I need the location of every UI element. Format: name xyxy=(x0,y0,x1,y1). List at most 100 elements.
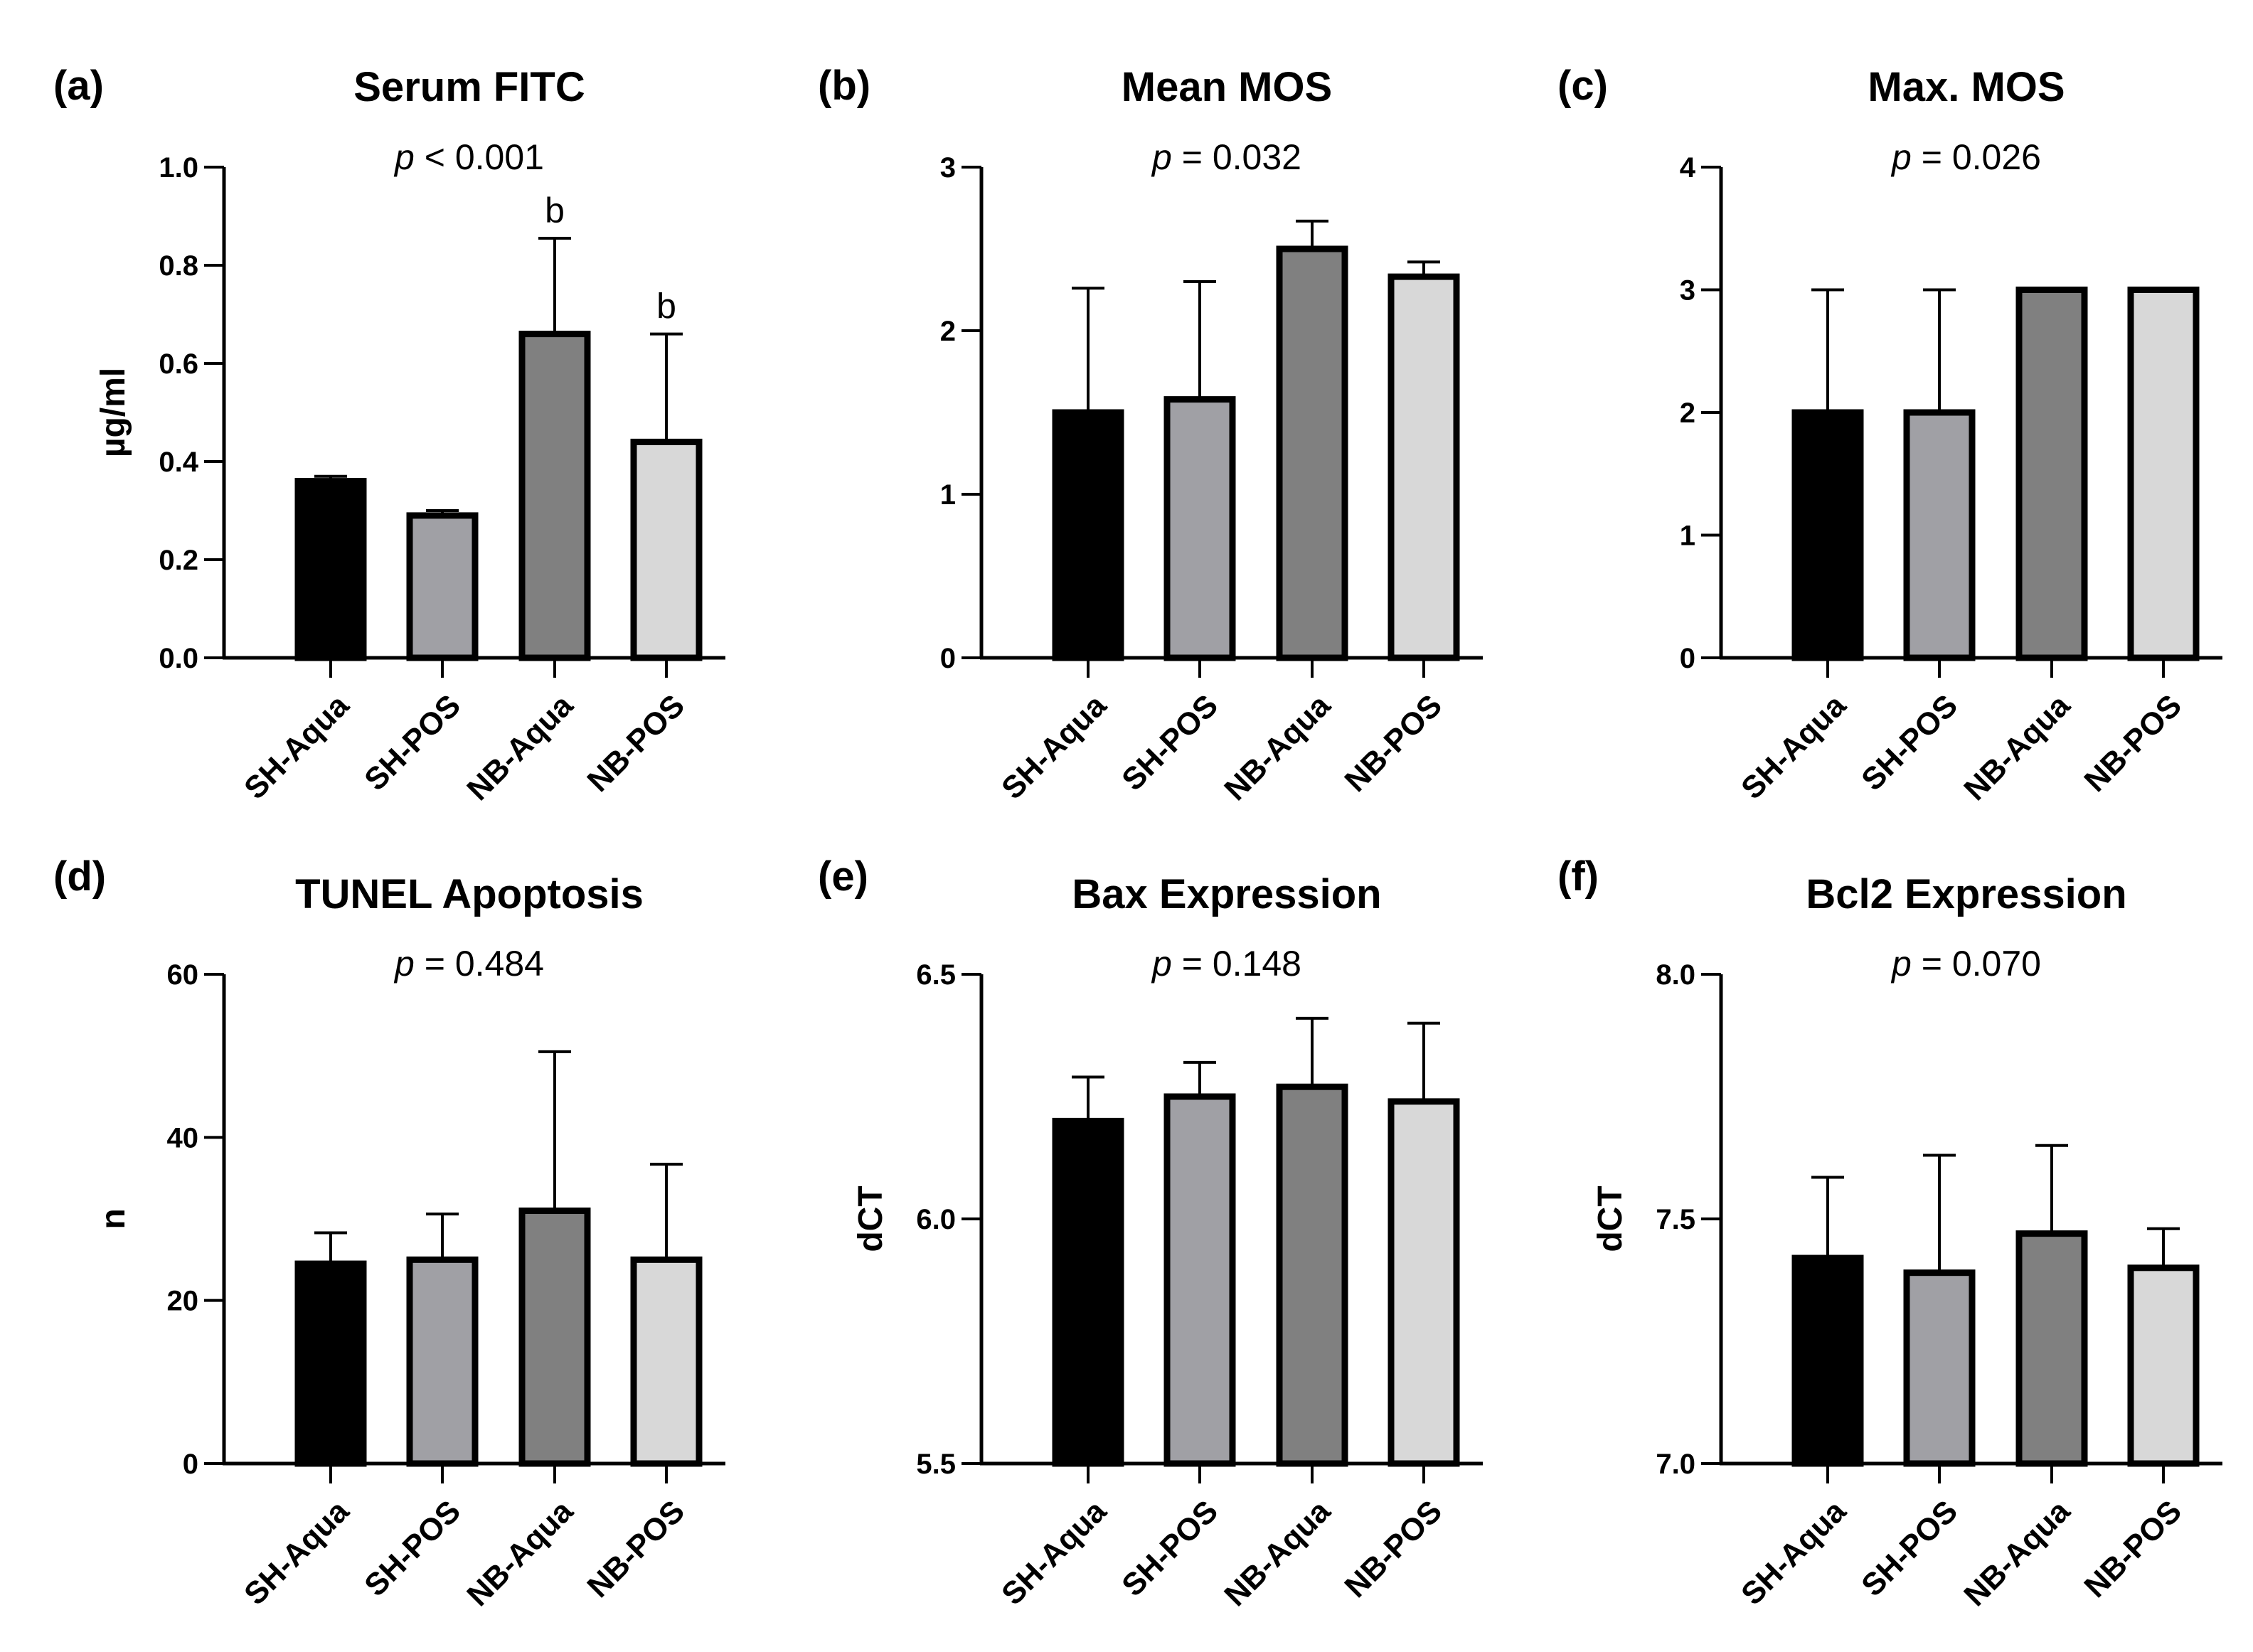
p-value-text: = 0.026 xyxy=(1912,137,2041,177)
chart-panel-c: (c) Max. MOS p = 0.026 SH-Aqua SH-POSNB-Aqua… xyxy=(1557,63,2222,807)
bar xyxy=(2015,287,2088,661)
y-tick-label: 0 xyxy=(183,1449,198,1480)
y-tick-label: 3 xyxy=(1680,275,1695,307)
x-tick-label: NB-POS xyxy=(580,1493,691,1604)
chart-title: Serum FITC xyxy=(353,64,585,110)
p-symbol: p xyxy=(1151,137,1172,177)
bar xyxy=(518,1208,591,1467)
chart-panel-b: (b) Mean MOS p = 0.032 SH-Aqua SH-POSNB-Aqua… xyxy=(818,63,1483,807)
chart-title: TUNEL Apoptosis xyxy=(295,871,644,917)
x-tick-label: NB-Aqua xyxy=(1957,688,2077,807)
p-symbol: p xyxy=(393,944,415,984)
x-tick-label: SH-POS xyxy=(1855,688,1964,797)
y-tick-label: 6.5 xyxy=(916,959,956,991)
y-tick-label: 3 xyxy=(940,152,956,183)
x-tick-label: NB-POS xyxy=(1338,688,1449,799)
bar xyxy=(2015,1230,2088,1467)
chart-title: Bcl2 Expression xyxy=(1806,871,2126,917)
x-tick-label: NB-POS xyxy=(580,688,691,799)
y-tick-label: 7.0 xyxy=(1656,1449,1695,1480)
bar xyxy=(294,478,367,661)
y-tick-label: 0.0 xyxy=(159,643,198,674)
bar xyxy=(1791,409,1864,661)
y-tick-label: 2 xyxy=(1680,398,1695,429)
chart-title: Mean MOS xyxy=(1122,64,1333,110)
y-tick-label: 1 xyxy=(940,479,956,511)
significance-label: b xyxy=(656,287,676,326)
y-tick-label: 5.5 xyxy=(916,1449,956,1480)
bar xyxy=(1163,1093,1236,1467)
panel-letter: (a) xyxy=(53,63,104,109)
panel-letter: (d) xyxy=(53,853,106,900)
y-tick-label: 0.6 xyxy=(159,348,198,380)
p-value: p = 0.026 xyxy=(1890,137,2041,177)
y-tick-label: 20 xyxy=(167,1286,199,1317)
x-tick-label: NB-Aqua xyxy=(1218,688,1337,807)
bar xyxy=(630,1256,703,1467)
y-tick-label: 2 xyxy=(940,316,956,347)
x-tick-label: SH-Aqua xyxy=(1735,688,1853,806)
y-tick-label: 4 xyxy=(1680,152,1696,183)
y-tick-label: 0.2 xyxy=(159,545,198,576)
x-tick-label: SH-POS xyxy=(1115,688,1225,797)
bar xyxy=(294,1260,367,1467)
x-tick-label: SH-Aqua xyxy=(995,688,1113,806)
bar xyxy=(2127,1264,2200,1467)
bar xyxy=(1903,409,1976,661)
p-value-text: < 0.001 xyxy=(415,137,544,177)
x-tick-label: SH-Aqua xyxy=(1735,1493,1853,1611)
p-value: p = 0.032 xyxy=(1151,137,1301,177)
p-symbol: p xyxy=(393,137,415,177)
y-tick-label: 1 xyxy=(1680,521,1695,552)
y-tick-label: 0.8 xyxy=(159,250,198,282)
y-tick-label: 1.0 xyxy=(159,152,198,183)
p-value-text: = 0.032 xyxy=(1172,137,1301,177)
bar xyxy=(1163,396,1236,661)
p-symbol: p xyxy=(1151,944,1172,984)
x-tick-label: SH-Aqua xyxy=(238,1493,356,1611)
p-symbol: p xyxy=(1890,137,1912,177)
x-tick-label: NB-POS xyxy=(2077,688,2188,799)
y-tick-label: 0 xyxy=(940,643,956,674)
y-tick-label: 7.5 xyxy=(1656,1204,1695,1235)
x-tick-label: SH-POS xyxy=(1855,1493,1964,1603)
panel-letter: (e) xyxy=(818,853,868,900)
x-tick-label: SH-POS xyxy=(1115,1493,1225,1603)
p-value: p = 0.484 xyxy=(393,944,544,984)
bar xyxy=(1052,409,1124,661)
y-axis-label: n xyxy=(95,1208,132,1229)
p-value: p < 0.001 xyxy=(393,137,544,177)
p-symbol: p xyxy=(1890,944,1912,984)
x-tick-label: NB-Aqua xyxy=(1957,1493,2077,1613)
p-value: p = 0.070 xyxy=(1890,944,2041,984)
y-axis-label: dCT xyxy=(1592,1185,1629,1252)
panel-letter: (c) xyxy=(1557,63,1608,109)
x-tick-label: SH-Aqua xyxy=(995,1493,1113,1611)
bar xyxy=(1791,1254,1864,1467)
x-tick-label: NB-POS xyxy=(2077,1493,2188,1604)
x-tick-label: SH-Aqua xyxy=(238,688,356,806)
bar xyxy=(518,331,591,661)
bar xyxy=(1276,245,1348,661)
x-tick-label: NB-Aqua xyxy=(460,1493,580,1613)
chart-panel-f: (f) Bcl2 Expression p = 0.070 SH-Aqua SH-POS… xyxy=(1557,853,2222,1613)
p-value-text: = 0.484 xyxy=(415,944,544,984)
bar xyxy=(406,512,479,661)
chart-panel-d: (d) TUNEL Apoptosis p = 0.484 SH-Aqua SH-POS… xyxy=(53,853,725,1613)
bar xyxy=(1388,273,1460,661)
y-axis-label: µg/ml xyxy=(95,368,132,457)
bar xyxy=(1388,1098,1460,1467)
bar xyxy=(630,438,703,661)
y-tick-label: 8.0 xyxy=(1656,959,1695,991)
y-axis-label: dCT xyxy=(852,1185,890,1252)
chart-title: Bax Expression xyxy=(1072,871,1381,917)
x-tick-label: SH-POS xyxy=(358,688,467,797)
y-tick-label: 60 xyxy=(167,959,199,991)
bar xyxy=(1276,1083,1348,1467)
bar xyxy=(1903,1269,1976,1467)
chart-title: Max. MOS xyxy=(1868,64,2065,110)
significance-label: b xyxy=(545,191,565,230)
y-tick-label: 40 xyxy=(167,1122,199,1153)
